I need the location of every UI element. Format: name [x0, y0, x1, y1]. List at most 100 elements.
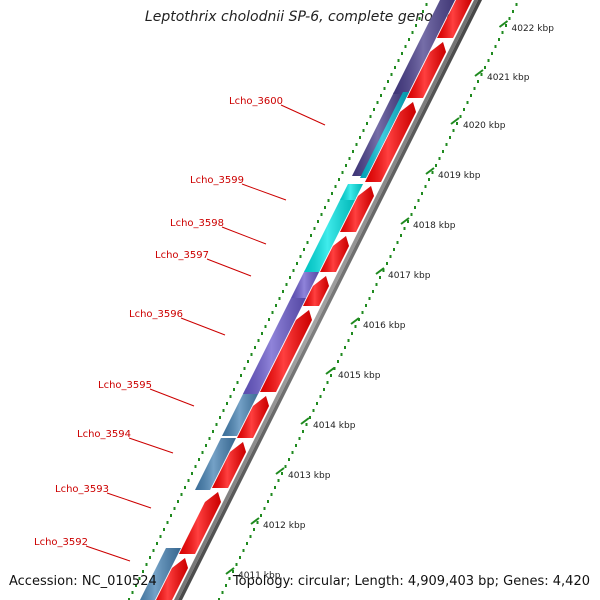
scale-tick-mark [225, 567, 235, 575]
forward-cds-arrow-shading [320, 236, 349, 272]
scale-dotted-guide [470, 94, 472, 97]
inner-dotted-guide [268, 318, 270, 321]
forward-cds-arrow-shading [260, 310, 312, 392]
inner-dotted-guide [390, 73, 393, 76]
inner-dotted-guide [369, 115, 372, 118]
scale-dotted-guide [340, 353, 343, 356]
inner-dotted-guide [376, 101, 379, 104]
scale-tick-mark [450, 117, 460, 125]
scale-dotted-guide [326, 381, 329, 384]
inner-dotted-guide [348, 157, 351, 160]
reverse-strand-layer [140, 0, 455, 600]
accession-text: Accession: NC_010524 [9, 574, 157, 589]
scale-dotted-guide [389, 255, 392, 258]
scale-dotted-guide [410, 213, 413, 216]
inner-dotted-guide [250, 353, 253, 356]
scale-dotted-guide [302, 430, 304, 433]
scale-dotted-guide [459, 115, 462, 118]
inner-dotted-guide [383, 87, 386, 90]
scale-dotted-guide [400, 234, 402, 237]
scale-dotted-guide [344, 346, 346, 349]
scale-dotted-guide [501, 31, 504, 34]
forward-strand-layer [156, 0, 472, 600]
gene-block-lcho_3597-shading [291, 270, 320, 298]
scale-dotted-guide [281, 472, 283, 475]
scale-dotted-guide [407, 220, 409, 223]
gene-label-lcho_3598: Lcho_3598 [170, 218, 224, 229]
gene-leader-line [221, 226, 267, 245]
inner-dotted-guide [422, 10, 424, 13]
scale-dotted-guide [221, 591, 224, 594]
scale-tick-label: 4018 kbp [413, 221, 456, 231]
scale-dotted-guide [256, 521, 259, 524]
scale-dotted-guide [295, 444, 297, 447]
scale-dotted-guide [358, 318, 360, 321]
gene-block-lcho_3594-shading [195, 438, 236, 490]
scale-tick-mark [498, 20, 509, 28]
gene-block-lcho_3599-shading [340, 184, 363, 200]
gene-leader-line [128, 437, 174, 454]
scale-dotted-guide [491, 52, 493, 55]
inner-dotted-guide [236, 381, 239, 384]
scale-dotted-guide [473, 87, 476, 90]
scale-tick-label: 4014 kbp [313, 421, 356, 431]
inner-dotted-guide [170, 514, 172, 517]
scale-dotted-guide [508, 17, 511, 20]
inner-dotted-guide [149, 556, 151, 559]
forward-cds-arrow-shading [407, 42, 446, 98]
inner-dotted-guide [282, 290, 284, 293]
scale-tick-label: 4016 kbp [363, 321, 406, 331]
gene-label-lcho_3595: Lcho_3595 [98, 380, 152, 391]
scale-tick-label: 4019 kbp [438, 171, 481, 181]
scale-dotted-guide [239, 556, 241, 559]
backbone-layer [174, 0, 482, 600]
scale-dotted-guide [319, 395, 322, 398]
inner-dotted-guide [226, 402, 228, 405]
inner-dotted-guide [296, 262, 298, 265]
inner-dotted-guide [292, 269, 295, 272]
inner-dotted-guide [387, 80, 389, 83]
inner-dotted-guide [278, 297, 281, 300]
gene-block-lcho_3596-shading [243, 298, 306, 394]
scale-dotted-guide [333, 367, 336, 370]
gene-label-lcho_3593: Lcho_3593 [55, 484, 109, 495]
scale-tick-mark [300, 417, 310, 425]
forward-cds-arrow-shading [212, 442, 246, 488]
scale-dotted-guide [249, 535, 252, 538]
gene-label-lcho_3597: Lcho_3597 [155, 250, 209, 261]
inner-dotted-guide [275, 304, 277, 307]
scale-dotted-guide [263, 507, 266, 510]
inner-dotted-guide [145, 563, 148, 566]
gene-label-lcho_3600: Lcho_3600 [229, 96, 283, 107]
gene-leader-line [241, 183, 287, 201]
scale-dotted-guide [316, 402, 318, 405]
gene-leader-line [280, 104, 326, 126]
inner-dotted-guide [331, 192, 333, 195]
inner-dotted-guide [184, 486, 186, 489]
inner-dotted-guide [222, 409, 225, 412]
scale-tick-label: 4015 kbp [338, 371, 381, 381]
inner-dotted-guide [320, 213, 323, 216]
scale-dotted-guide [487, 59, 490, 62]
scale-tick-label: 4017 kbp [388, 271, 431, 281]
scale-tick-mark [350, 317, 360, 325]
scale-dotted-guide [494, 45, 497, 48]
scale-dotted-guide [267, 500, 269, 503]
gene-leader-line [180, 317, 226, 336]
gene-block-upper-inner-shading [360, 92, 409, 178]
inner-dotted-guide [310, 234, 312, 237]
forward-cds-arrow-shading [156, 558, 188, 600]
scale-dotted-guide [361, 311, 364, 314]
inner-dotted-guide [345, 164, 347, 167]
scale-dotted-guide [480, 73, 483, 76]
gene-block-lcho_3598-shading [304, 198, 356, 272]
inner-dotted-guide [271, 311, 274, 314]
inner-dotted-guide [191, 472, 193, 475]
scale-tick-label: 4012 kbp [263, 521, 306, 531]
inner-dotted-guide [229, 395, 232, 398]
inner-dotted-guide [289, 276, 291, 279]
inner-dotted-guide [415, 24, 417, 27]
inner-dotted-guide [159, 535, 162, 538]
scale-dotted-guide [375, 283, 378, 286]
inner-dotted-guide [373, 108, 375, 111]
